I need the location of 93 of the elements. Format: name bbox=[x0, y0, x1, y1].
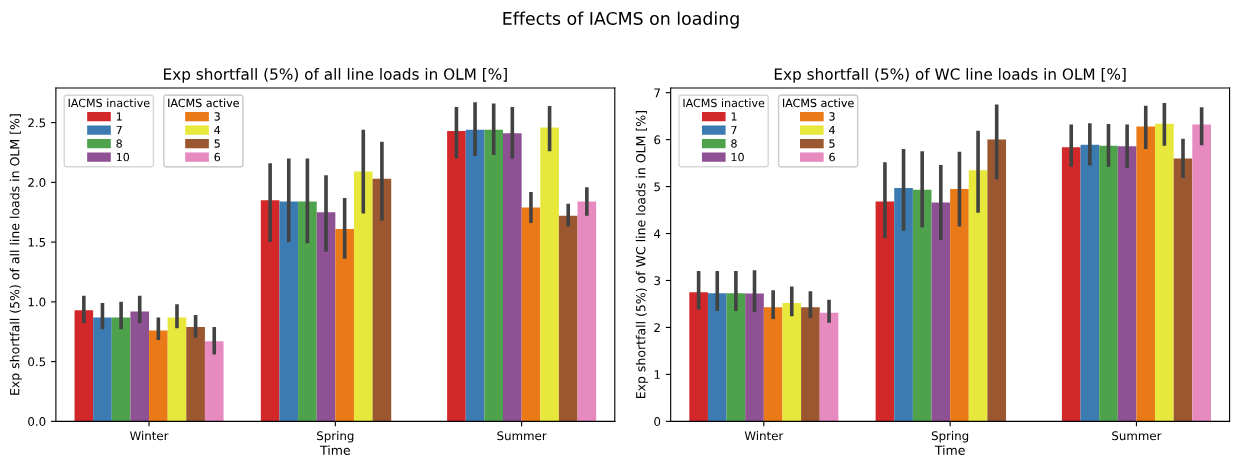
y-tick-label: 6 bbox=[654, 135, 661, 145]
bar bbox=[1117, 146, 1137, 422]
bar bbox=[1173, 158, 1193, 422]
y-tick-label: 0 bbox=[654, 417, 661, 426]
bar bbox=[968, 170, 988, 422]
x-tick-label: Winter bbox=[744, 431, 784, 441]
bar bbox=[465, 129, 485, 422]
bar bbox=[763, 307, 783, 422]
bar bbox=[875, 201, 895, 422]
bar bbox=[260, 200, 280, 422]
bar bbox=[447, 130, 466, 422]
x-axis-title: Time bbox=[320, 445, 350, 455]
legend-label: 8 bbox=[116, 139, 122, 148]
text: Effects of IACMS on loading bbox=[503, 11, 739, 29]
y-axis-title: Exp shortfall (5%) of WC line loads in OLM [%] bbox=[635, 111, 648, 399]
legend-label: 7 bbox=[116, 125, 122, 135]
text: IACMS inactive bbox=[68, 98, 150, 108]
legend-label: 1 bbox=[731, 112, 737, 121]
x-tick-label: Spring bbox=[317, 431, 354, 443]
legend-label: 5 bbox=[829, 139, 835, 148]
bar bbox=[484, 129, 504, 422]
text: IACMS active bbox=[168, 98, 239, 108]
bar bbox=[1080, 144, 1100, 422]
bar bbox=[353, 171, 373, 422]
x-tick-label: Summer bbox=[497, 431, 547, 441]
text: IACMS active bbox=[783, 98, 854, 108]
bar bbox=[149, 330, 168, 422]
x-tick-label: Spring bbox=[931, 431, 969, 443]
bar bbox=[186, 326, 205, 422]
bar bbox=[204, 341, 224, 422]
bar bbox=[130, 311, 150, 422]
bar bbox=[540, 127, 559, 422]
bar bbox=[801, 307, 820, 422]
legend-label: 4 bbox=[829, 125, 835, 135]
y-tick-label: 2 bbox=[654, 323, 660, 332]
bar bbox=[1099, 145, 1118, 422]
bar bbox=[167, 317, 187, 422]
y-tick-label: 0.5 bbox=[28, 357, 46, 367]
legend-label: 8 bbox=[731, 139, 737, 148]
y-tick-label: 1.0 bbox=[28, 297, 46, 307]
bar bbox=[74, 310, 94, 422]
y-tick-label: 7 bbox=[654, 88, 660, 98]
bar bbox=[1192, 124, 1211, 422]
text: IACMS inactive bbox=[683, 98, 765, 108]
bar bbox=[316, 212, 336, 422]
y-tick-label: 0.0 bbox=[28, 417, 46, 426]
bar bbox=[782, 303, 802, 422]
y-tick-label: 5 bbox=[654, 182, 660, 192]
bar bbox=[1136, 126, 1156, 422]
y-tick-label: 3 bbox=[654, 276, 661, 286]
y-tick-label: 2.0 bbox=[28, 178, 46, 188]
y-tick-label: 4 bbox=[654, 229, 661, 239]
bar bbox=[335, 228, 354, 422]
bar bbox=[745, 293, 764, 422]
bar bbox=[93, 317, 112, 422]
legend-label: 3 bbox=[829, 112, 835, 121]
chart-title: Exp shortfall (5%) of WC line loads in OLM [%] bbox=[774, 68, 1126, 83]
legend-label: 6 bbox=[214, 152, 221, 162]
bar bbox=[894, 187, 913, 422]
y-axis-title: Exp shortfall (5%) of all line loads in OLM [%] bbox=[9, 114, 22, 395]
y-tick-label: 2.5 bbox=[28, 118, 46, 128]
bar bbox=[1061, 147, 1081, 422]
bar bbox=[931, 202, 951, 422]
x-axis-title: Time bbox=[934, 445, 965, 455]
legend-label: 10 bbox=[731, 152, 744, 162]
bar bbox=[558, 215, 578, 422]
bar bbox=[1155, 123, 1174, 422]
bar bbox=[111, 317, 131, 422]
bar bbox=[521, 207, 541, 422]
y-tick-label: 1 bbox=[654, 370, 660, 379]
x-tick-label: Winter bbox=[129, 431, 169, 441]
bar bbox=[689, 292, 708, 422]
legend-label: 4 bbox=[214, 125, 221, 135]
bar bbox=[987, 139, 1007, 422]
bar bbox=[726, 293, 746, 422]
x-tick-label: Summer bbox=[1112, 431, 1162, 441]
bar bbox=[707, 293, 727, 422]
bar bbox=[298, 201, 317, 422]
bar bbox=[577, 201, 597, 422]
legend-label: 7 bbox=[731, 125, 737, 135]
bar bbox=[912, 189, 932, 422]
y-tick-label: 1.5 bbox=[28, 237, 46, 247]
chart-title: Exp shortfall (5%) of all line loads in OLM [%] bbox=[164, 68, 507, 83]
legend-label: 3 bbox=[214, 112, 220, 121]
legend-label: 5 bbox=[214, 139, 220, 148]
legend-label: 10 bbox=[116, 152, 130, 162]
bar bbox=[950, 188, 969, 422]
bar bbox=[372, 178, 392, 422]
bar bbox=[279, 201, 299, 422]
bar bbox=[819, 312, 839, 422]
legend-label: 6 bbox=[829, 152, 835, 162]
bar bbox=[503, 133, 522, 422]
legend-label: 1 bbox=[116, 112, 122, 121]
